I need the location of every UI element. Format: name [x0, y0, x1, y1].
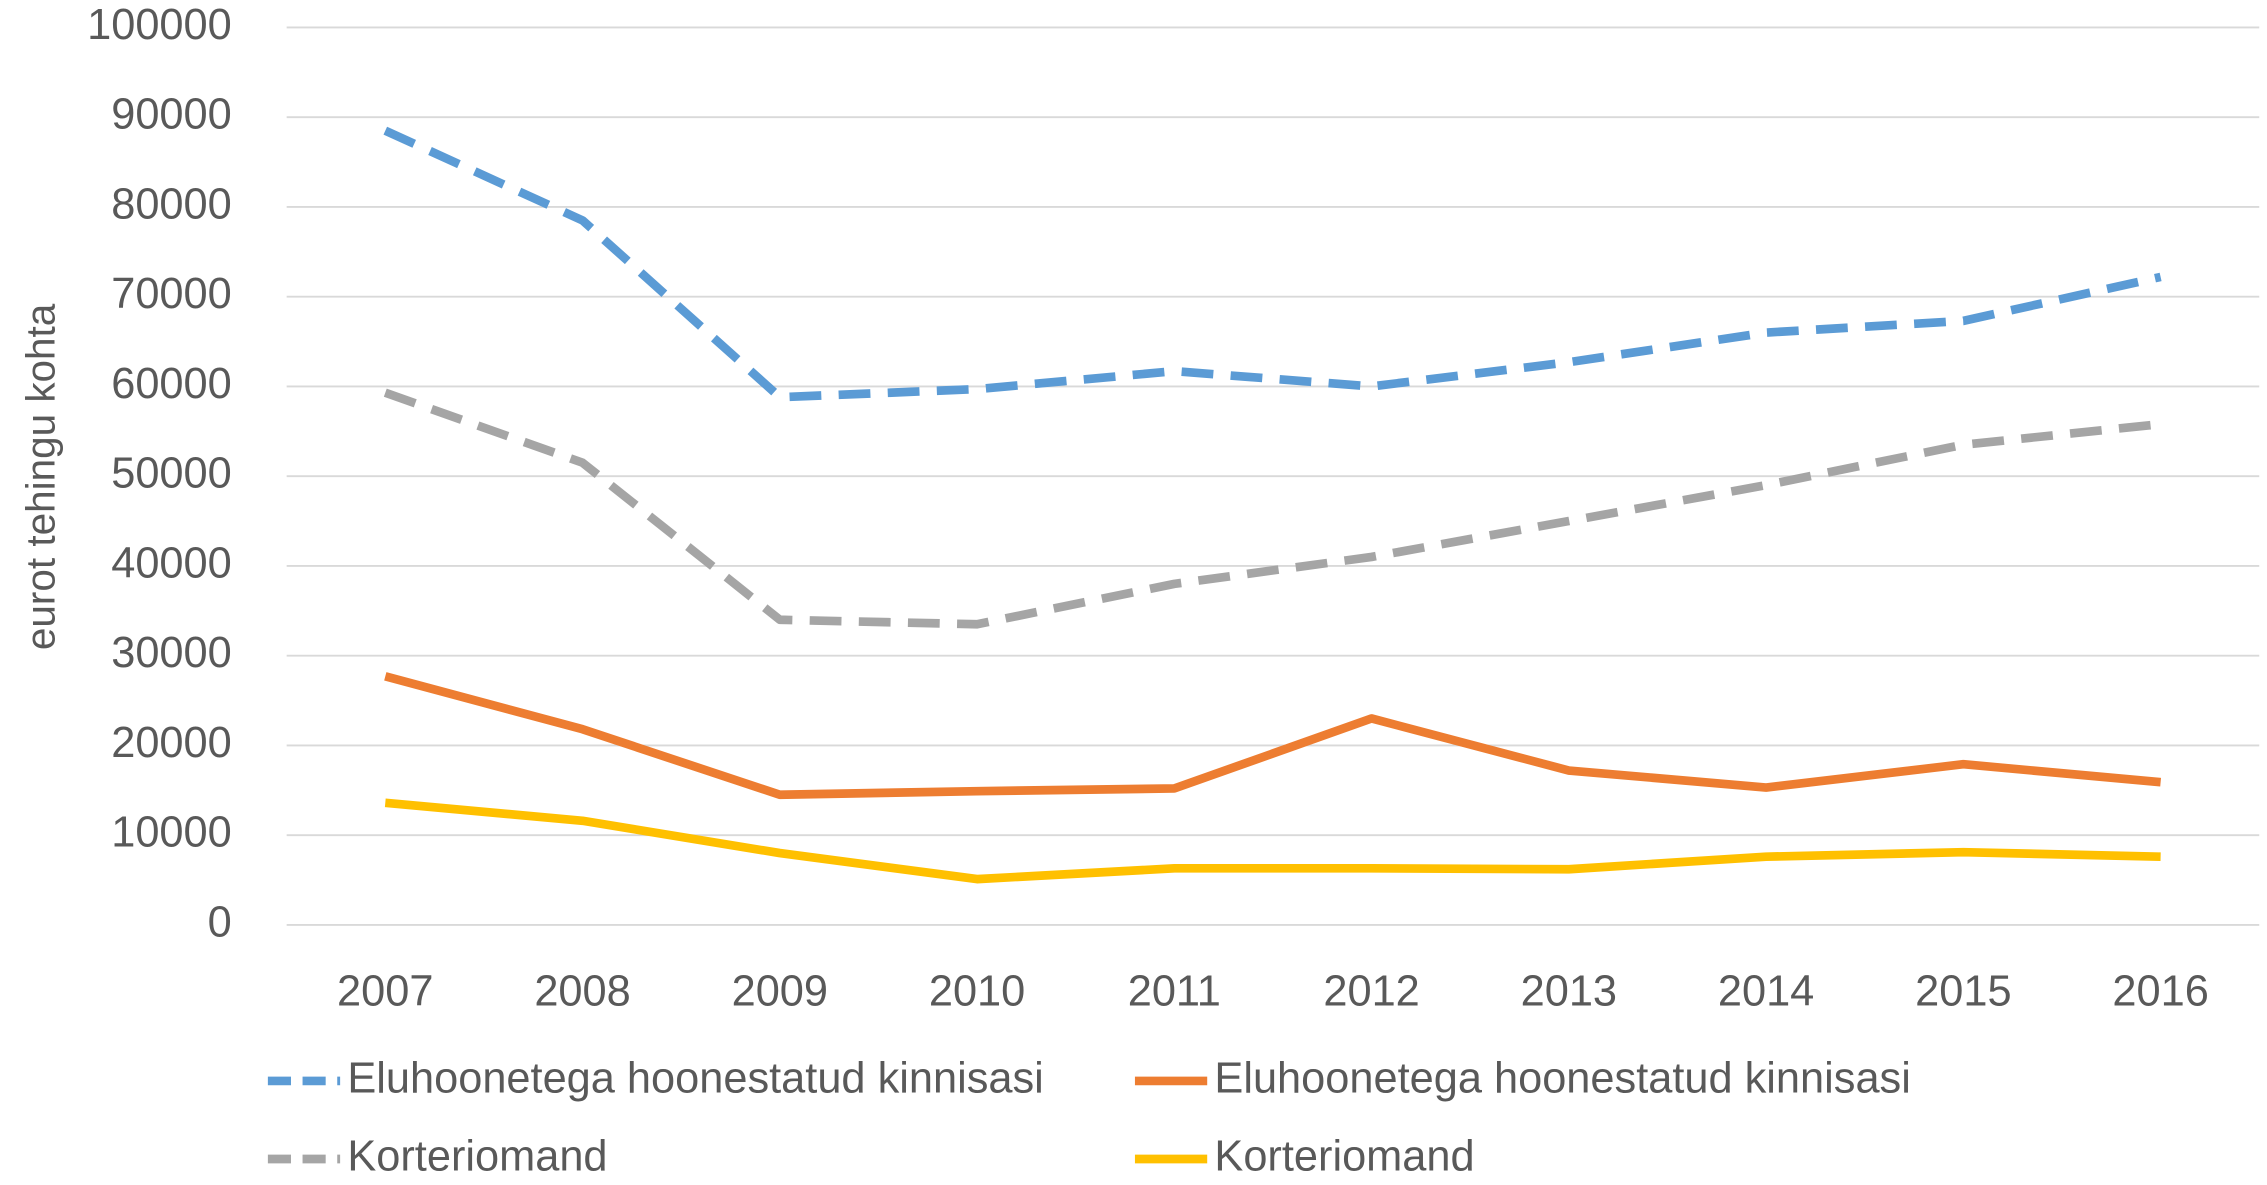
- legend-label: Eluhoonetega hoonestatud kinnisasi: [347, 1054, 1043, 1102]
- y-tick-label: 30000: [111, 629, 232, 677]
- series-line: [384, 798, 2161, 884]
- legend-label: Korteriomand: [347, 1132, 607, 1180]
- x-tick-label: 2007: [337, 968, 433, 1016]
- series-line: [384, 672, 2162, 800]
- y-tick-label: 80000: [111, 180, 232, 228]
- y-tick-label: 100000: [87, 1, 232, 49]
- x-tick-label: 2009: [732, 968, 828, 1016]
- legend-label: Korteriomand: [1214, 1132, 1474, 1180]
- y-tick-label: 60000: [111, 360, 232, 408]
- y-tick-label: 70000: [111, 270, 232, 318]
- series-line: [383, 126, 2162, 402]
- y-tick-label: 0: [208, 898, 232, 946]
- y-tick-label: 50000: [111, 450, 232, 498]
- y-axis-label: eurot tehingu kohta: [18, 303, 64, 650]
- y-tick-label: 40000: [111, 539, 232, 587]
- y-tick-label: 90000: [111, 91, 232, 139]
- x-tick-label: 2014: [1718, 968, 1814, 1016]
- x-tick-label: 2011: [1128, 968, 1221, 1016]
- x-tick-label: 2012: [1323, 968, 1419, 1016]
- y-tick-label: 20000: [111, 719, 232, 767]
- x-tick-label: 2015: [1915, 968, 2011, 1016]
- legend-label: Eluhoonetega hoonestatud kinnisasi: [1214, 1054, 1910, 1102]
- y-tick-label: 10000: [111, 809, 232, 857]
- x-tick-label: 2013: [1521, 968, 1617, 1016]
- x-tick-label: 2016: [2112, 968, 2208, 1016]
- x-tick-label: 2008: [534, 968, 630, 1016]
- x-tick-label: 2010: [929, 968, 1025, 1016]
- series-line: [383, 388, 2162, 629]
